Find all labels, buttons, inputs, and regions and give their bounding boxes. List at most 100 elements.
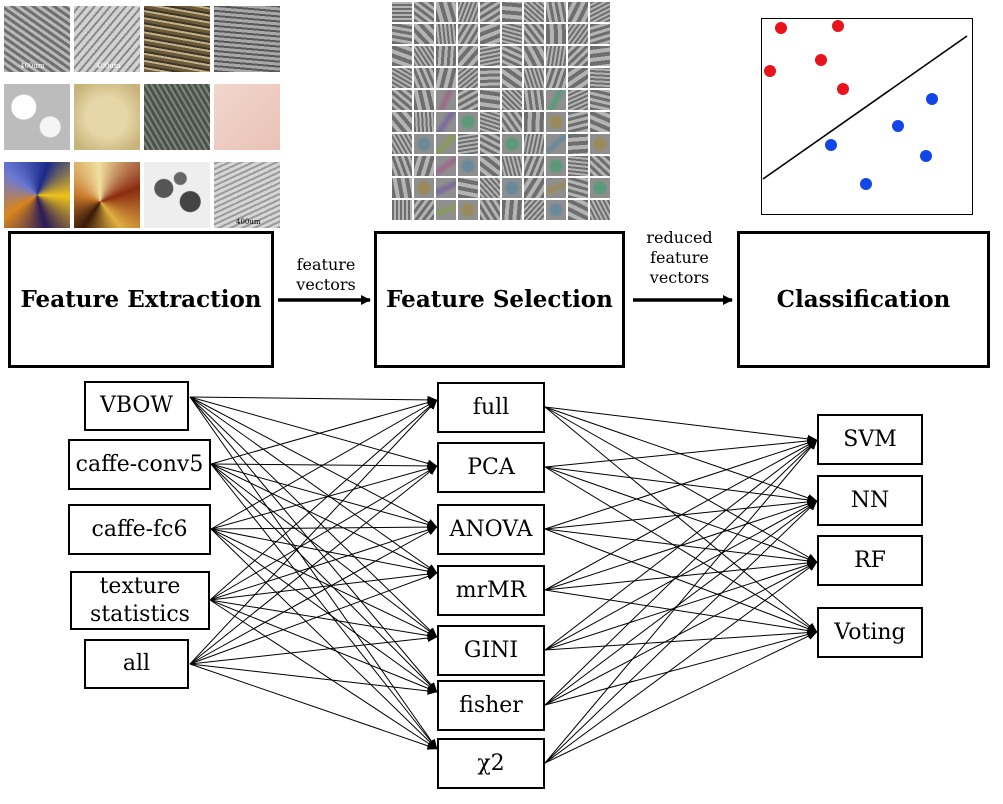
filter-thumbnail <box>568 200 588 220</box>
extractor-to-selector-wire <box>189 396 438 750</box>
filter-thumbnail <box>458 90 478 110</box>
micrograph-image: 400um <box>74 6 140 72</box>
arrow-label-line: feature <box>296 255 356 274</box>
extractor-to-selector-wire <box>189 663 438 695</box>
filter-thumbnail <box>524 178 544 198</box>
selector-to-classifier-wire <box>544 439 818 530</box>
classifier-label: RF <box>854 547 886 573</box>
selector-to-classifier-wire <box>544 439 818 651</box>
extractor-to-selector-wire <box>189 526 438 665</box>
classifier-nn: NN <box>817 475 923 526</box>
filter-thumbnail <box>458 134 478 154</box>
class-b-point <box>825 139 837 151</box>
filter-thumbnail <box>546 156 566 176</box>
filter-thumbnail <box>436 2 456 22</box>
selector-to-classifier-wire <box>544 561 818 764</box>
filter-thumbnail <box>590 2 610 22</box>
extractor-to-selector-wire <box>209 526 438 601</box>
filter-thumbnail <box>436 68 456 88</box>
selector-chi-squared: χ2 <box>437 738 545 789</box>
filter-thumbnail <box>502 24 522 44</box>
arrow-label-line: vectors <box>649 268 710 287</box>
class-a-point <box>837 83 849 95</box>
classifier-label: NN <box>850 487 890 513</box>
filter-thumbnail <box>392 90 412 110</box>
selector-to-classifier-wire <box>544 589 818 635</box>
extractor-to-selector-wire <box>189 634 438 665</box>
extractor-to-selector-wire <box>210 398 438 465</box>
extractor-vbow: VBOW <box>84 381 189 431</box>
selector-to-classifier-wire <box>544 466 818 633</box>
filter-thumbnail <box>568 178 588 198</box>
filter-thumbnail <box>436 24 456 44</box>
extractor-to-selector-wire <box>209 599 438 640</box>
extractor-to-selector-wire <box>209 399 438 601</box>
filter-thumbnail <box>546 46 566 66</box>
filter-thumbnail <box>568 24 588 44</box>
filter-thumbnail <box>568 2 588 22</box>
class-b-point <box>892 120 904 132</box>
selector-pca: PCA <box>437 442 545 493</box>
filter-thumbnail <box>502 2 522 22</box>
arrow-label-line: reduced <box>646 228 713 247</box>
classifier-label: SVM <box>843 426 897 452</box>
extractor-to-selector-wire <box>209 465 438 601</box>
selector-label: PCA <box>467 454 515 480</box>
selector-to-classifier-wire <box>544 561 818 706</box>
filter-thumbnail <box>568 68 588 88</box>
micrograph-sample-grid: 400um 400um 400um <box>4 6 282 228</box>
extractor-to-selector-wire <box>210 399 438 530</box>
selector-to-classifier-wire <box>544 561 818 651</box>
selector-anova: ANOVA <box>437 504 545 555</box>
extractor-to-selector-wire <box>189 396 438 693</box>
classifier-label: Voting <box>834 619 906 645</box>
selector-label: mrMR <box>455 577 527 603</box>
micrograph-image <box>4 162 70 228</box>
filter-thumbnail <box>524 156 544 176</box>
micrograph-image <box>4 84 70 150</box>
filter-thumbnail <box>480 134 500 154</box>
selector-label: χ2 <box>477 750 505 776</box>
filter-thumbnail <box>414 156 434 176</box>
selector-to-classifier-wire <box>544 439 818 591</box>
filter-thumbnail <box>568 156 588 176</box>
filter-thumbnail <box>546 90 566 110</box>
micrograph-image: 400um <box>214 162 280 228</box>
filter-thumbnail <box>524 24 544 44</box>
filter-thumbnail <box>590 24 610 44</box>
extractor-label: caffe-fc6 <box>91 516 188 542</box>
extractor-to-selector-wire <box>189 572 438 665</box>
filter-thumbnail <box>502 112 522 132</box>
selector-gini: GINI <box>437 625 545 676</box>
micrograph-image <box>214 84 280 150</box>
filter-thumbnail <box>392 134 412 154</box>
filter-thumbnail <box>458 68 478 88</box>
feature-extraction-box: Feature Extraction <box>8 231 274 368</box>
filter-thumbnail <box>414 24 434 44</box>
micrograph-image: 400um <box>4 6 70 72</box>
extractor-to-selector-wire <box>210 463 438 529</box>
filter-thumbnail <box>458 178 478 198</box>
classifier-svm: SVM <box>817 414 923 465</box>
filter-thumbnail <box>458 24 478 44</box>
filter-thumbnail <box>414 68 434 88</box>
filter-thumbnail <box>392 24 412 44</box>
filter-thumbnail <box>414 134 434 154</box>
arrow-label-line: feature <box>650 248 709 267</box>
extractor-to-selector-wire <box>189 663 438 750</box>
filter-thumbnail <box>590 200 610 220</box>
extractor-label: all <box>122 651 151 676</box>
classification-box: Classification <box>737 231 990 368</box>
filter-thumbnail <box>546 200 566 220</box>
filter-thumbnail <box>546 2 566 22</box>
feature-selection-title: Feature Selection <box>386 286 613 313</box>
extractor-to-selector-wire <box>189 399 438 665</box>
selector-to-classifier-wire <box>544 630 818 706</box>
class-a-point <box>775 22 787 34</box>
extractor-label: texture statistics <box>90 573 190 627</box>
extractor-to-selector-wire <box>189 396 438 528</box>
selector-label: ANOVA <box>449 516 533 542</box>
filter-thumbnail <box>414 46 434 66</box>
filter-thumbnail <box>414 200 434 220</box>
